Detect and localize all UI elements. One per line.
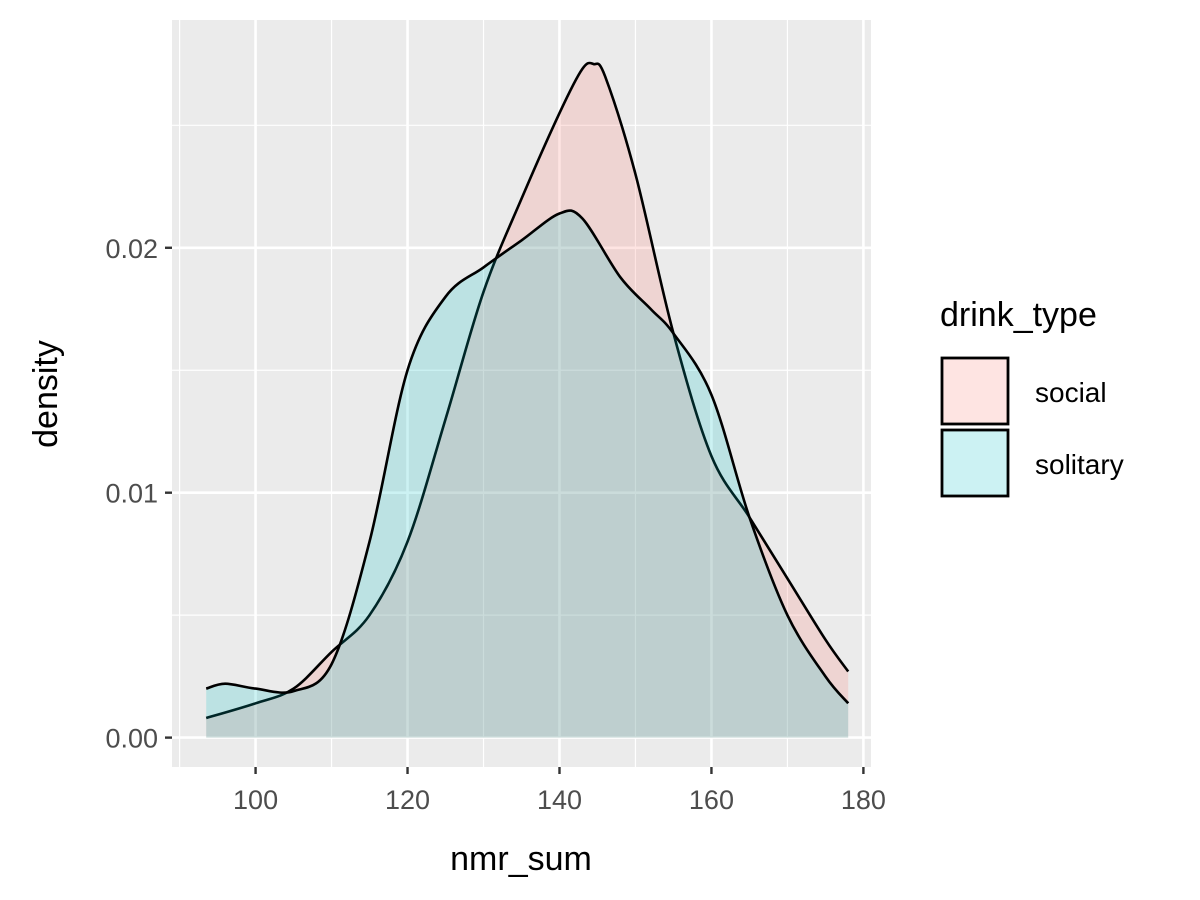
y-tick-label: 0.00 [105,724,158,754]
x-tick-label: 180 [841,785,886,815]
density-line-social [205,61,850,720]
density-area-social [206,62,849,738]
tick-labels: 100 120 140 160 180 0.00 0.01 0.02 [105,234,885,815]
legend-key-solitary [940,428,1010,498]
plot-panel [172,20,871,767]
x-tick-label: 140 [537,785,582,815]
density-areas [205,61,850,738]
legend-title: drink_type [940,296,1097,334]
legend-items: social solitary [940,356,1124,498]
legend-key-bg [942,430,1008,496]
legend: drink_type social solitary [940,296,1124,498]
minor-gridlines [172,20,871,767]
axis-ticks [165,246,865,774]
x-axis-title: nmr_sum [450,840,592,878]
y-tick-label: 0.02 [105,234,158,264]
legend-key-social [940,356,1010,426]
y-axis-title: density [27,340,65,448]
x-tick-label: 120 [385,785,430,815]
legend-label: social [1035,377,1107,408]
major-gridlines [172,20,871,767]
density-area-solitary [206,210,849,738]
y-tick-label: 0.01 [105,479,158,509]
x-tick-label: 160 [689,785,734,815]
density-line-solitary [205,209,850,705]
legend-label: solitary [1035,449,1124,480]
legend-key-bg [942,358,1008,424]
x-tick-label: 100 [233,785,278,815]
